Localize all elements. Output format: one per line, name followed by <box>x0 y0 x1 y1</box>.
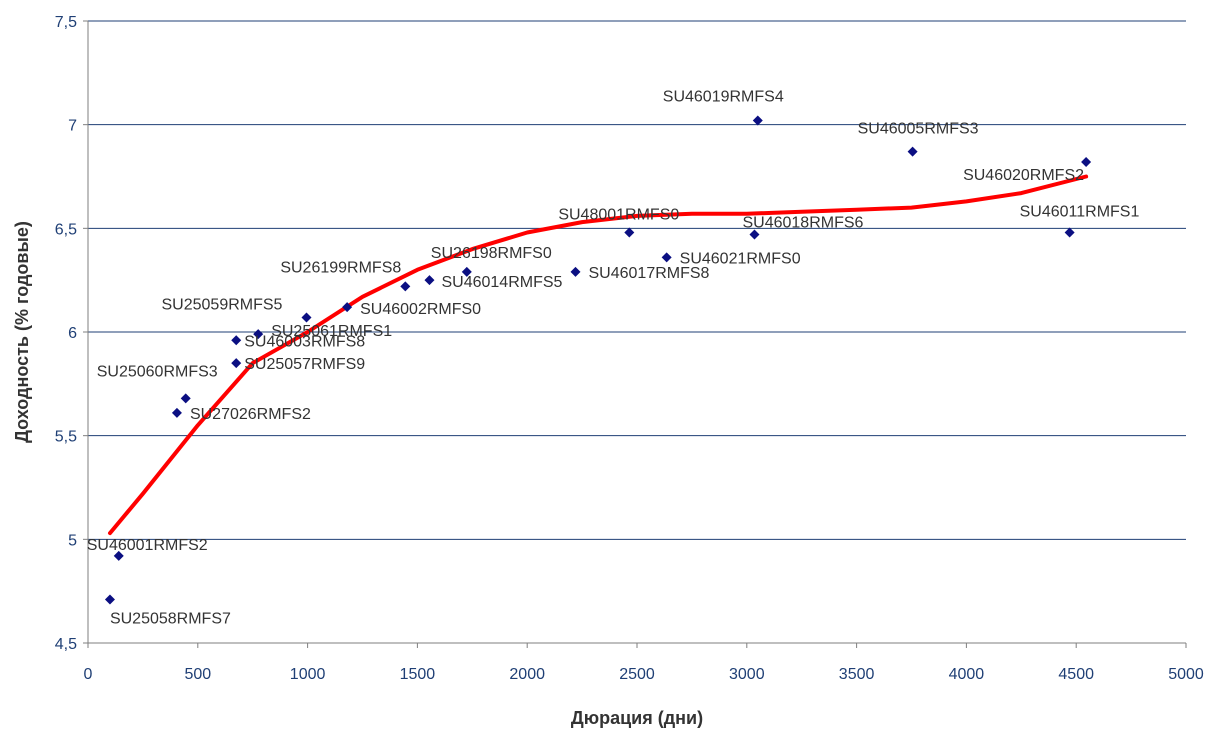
y-axis-title: Доходность (% годовые) <box>12 221 32 443</box>
data-label: SU27026RMFS2 <box>190 406 311 423</box>
data-label: SU25058RMFS7 <box>110 610 231 627</box>
data-label: SU25057RMFS9 <box>244 356 365 373</box>
data-points <box>104 115 1092 605</box>
x-tick-labels: 0 500 1000 1500 2000 2500 3000 3500 4000 4500 5000 <box>84 666 1204 683</box>
data-point <box>424 275 435 286</box>
data-label: SU46018RMFS6 <box>742 215 863 232</box>
x-axis-title: Дюрация (дни) <box>571 708 703 728</box>
data-point <box>301 312 312 323</box>
x-tick-label: 2500 <box>619 666 655 683</box>
data-label: SU46014RMFS5 <box>441 274 562 291</box>
x-tick-label: 1500 <box>400 666 436 683</box>
data-label: SU25059RMFS5 <box>162 296 283 313</box>
data-label: SU46001RMFS2 <box>87 537 208 554</box>
data-label: SU25061RMFS1 <box>271 323 392 340</box>
data-label: SU46021RMFS0 <box>680 250 801 267</box>
data-point <box>461 266 472 277</box>
data-point <box>1081 156 1092 167</box>
data-label: SU46005RMFS3 <box>858 121 979 138</box>
data-label: SU48001RMFS0 <box>558 206 679 223</box>
point-labels: SU25058RMFS7 SU46001RMFS2 SU27026RMFS2 SU25… <box>87 89 1140 628</box>
y-tick-label: 6,5 <box>55 221 77 238</box>
data-label: SU25060RMFS3 <box>97 363 218 380</box>
x-tick-label: 1000 <box>290 666 326 683</box>
y-tick-label: 4,5 <box>55 636 77 653</box>
data-label: SU46020RMFS2 <box>963 167 1084 184</box>
data-label: SU26199RMFS8 <box>280 259 401 276</box>
y-tick-label: 7,5 <box>55 14 77 31</box>
data-point <box>749 229 760 240</box>
data-point <box>624 227 635 238</box>
x-tick-label: 4000 <box>949 666 985 683</box>
x-tick-label: 3500 <box>839 666 875 683</box>
data-label: SU46011RMFS1 <box>1020 203 1140 220</box>
y-tick-label: 5 <box>68 532 77 549</box>
gridlines <box>83 20 1187 648</box>
data-point <box>907 146 918 157</box>
data-label: SU46002RMFS0 <box>360 301 481 318</box>
x-tick-label: 500 <box>184 666 211 683</box>
data-point <box>400 281 411 292</box>
data-point <box>570 266 581 277</box>
data-point <box>342 302 353 313</box>
data-point <box>171 407 182 418</box>
data-point <box>113 550 124 561</box>
data-point <box>752 115 763 126</box>
y-tick-label: 7 <box>68 118 77 135</box>
axes <box>87 21 1186 644</box>
data-point <box>1064 227 1075 238</box>
x-tick-label: 2000 <box>509 666 545 683</box>
y-tick-label: 6 <box>68 325 77 342</box>
data-point <box>661 252 672 263</box>
data-point <box>104 594 115 605</box>
x-tick-label: 0 <box>84 666 93 683</box>
trendline <box>108 174 1089 536</box>
data-label: SU26198RMFS0 <box>431 245 552 262</box>
data-point <box>253 329 264 340</box>
y-tick-labels: 4,5 5 5,5 6 6,5 7 7,5 <box>55 14 77 653</box>
trend-line <box>108 174 1089 536</box>
x-tick-label: 3000 <box>729 666 765 683</box>
data-label: SU46019RMFS4 <box>663 89 784 106</box>
x-tick-label: 4500 <box>1058 666 1094 683</box>
y-tick-label: 5,5 <box>55 429 77 446</box>
data-label: SU46017RMFS8 <box>589 265 710 282</box>
data-point <box>231 335 242 346</box>
data-label: SU46003RMFS8 <box>244 333 365 350</box>
data-point <box>180 393 191 404</box>
x-tick-label: 5000 <box>1168 666 1204 683</box>
data-point <box>231 358 242 369</box>
